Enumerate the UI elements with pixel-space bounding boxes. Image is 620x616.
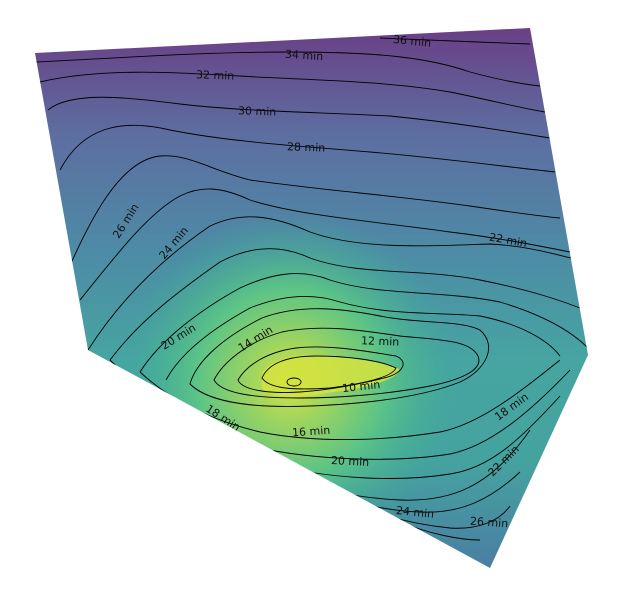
contour-label: 12 min (361, 334, 400, 348)
contour-label: 10 min (341, 378, 380, 395)
contour-label: 16 min (292, 424, 331, 440)
contour-label: 24 min (395, 504, 434, 521)
contour-label: 34 min (285, 48, 324, 64)
contour-label: 36 min (392, 33, 431, 50)
contour-label: 20 min (331, 454, 370, 469)
contour-label: 32 min (196, 68, 235, 82)
contour-label: 26 min (470, 515, 509, 531)
contour-label: 28 min (287, 140, 326, 154)
contour-label: 30 min (238, 104, 277, 118)
